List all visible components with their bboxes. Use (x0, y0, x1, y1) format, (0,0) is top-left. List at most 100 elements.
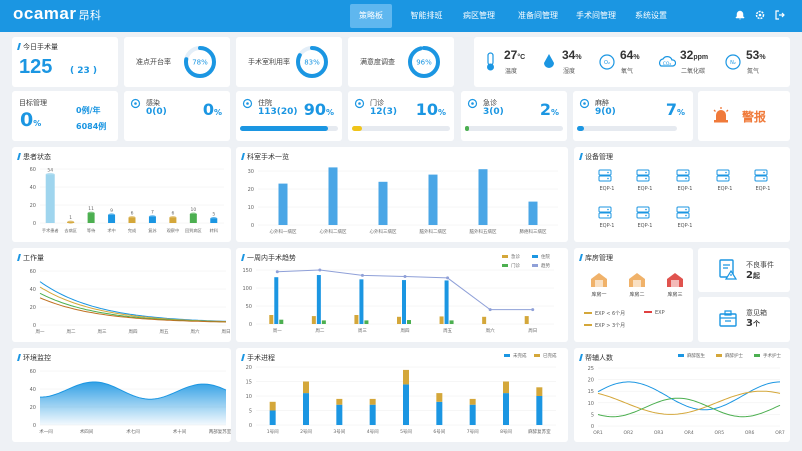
equipment-item[interactable]: EQP-1 (592, 204, 622, 234)
patient-bar-cap (87, 211, 95, 215)
dept-bar (278, 183, 288, 225)
equipment-item[interactable]: EQP-1 (630, 204, 660, 234)
workload-xlabel: 周一 (36, 329, 45, 335)
weekly-trend-title: 一周内手术趋势 (242, 253, 296, 263)
workload-xlabel: 周日 (222, 329, 231, 335)
dept-bar (328, 167, 338, 225)
stat-label: 急诊 (483, 99, 497, 107)
alarm-card[interactable]: 警报 (698, 91, 790, 141)
weekly-xlabel: 周二 (315, 328, 324, 334)
warehouse-item[interactable]: 库房一 (584, 272, 614, 302)
dept-bar (528, 201, 538, 225)
env-label: 二氧化碳 (681, 68, 706, 75)
patient-bar (169, 217, 177, 223)
ring-label: 手术室利用率 (248, 58, 290, 66)
patient-value: 7 (151, 210, 154, 216)
equipment-item[interactable]: EQP-1 (670, 167, 700, 197)
weekly-trend-point (403, 274, 407, 278)
nav-tab-0[interactable]: 策略板 (350, 4, 392, 28)
undefined-ytick: 0 (251, 223, 254, 229)
patient-xlabel: 复苏 (148, 227, 156, 234)
env-value: 64% (620, 48, 640, 62)
undefined-ytick: 40 (30, 387, 36, 393)
weekly-emergency-bar (311, 316, 316, 324)
assistant-count-title: 帮辅人数 (580, 353, 613, 363)
weekly-emergency-bar (397, 316, 401, 324)
undefined-ytick: 25 (588, 366, 594, 372)
equipment-item[interactable]: EQP-1 (630, 167, 660, 197)
equipment-item[interactable]: EQP-1 (592, 167, 622, 197)
equipment-item[interactable]: EQP-1 (710, 167, 740, 197)
incident-label: 不良事件 (746, 261, 774, 269)
feedback-card[interactable]: 意见箱 3个 (698, 297, 790, 342)
stat-sub: 9(0) (595, 107, 616, 117)
nav-tab-3[interactable]: 准备间管理 (518, 11, 558, 20)
undefined-ytick: 50 (246, 304, 252, 310)
assist-xlabel: OR6 (745, 430, 755, 436)
nav-tab-2[interactable]: 病区管理 (463, 11, 495, 20)
patient-bar-cap (169, 216, 177, 220)
undefined-ytick: 60 (30, 369, 36, 375)
weekly-outpatient-bar (321, 320, 326, 324)
incident-card[interactable]: 不良事件 2起 (698, 248, 790, 292)
progress-done-bar (303, 393, 309, 425)
nav-tab-4[interactable]: 手术间管理 (576, 11, 616, 20)
warehouse-label: 库房三 (667, 292, 683, 298)
weekly-inpatient-bar (359, 279, 364, 324)
dept-surgery-title: 科室手术一览 (242, 152, 289, 162)
patient-value: 6 (131, 211, 134, 217)
ring-card-2: 满意度调查 96% (348, 37, 454, 87)
dept-bar (478, 169, 488, 225)
equipment-item[interactable]: EQP-1 (670, 204, 700, 234)
workload-title: 工作量 (18, 253, 44, 263)
assist-line (597, 381, 781, 411)
env-value: 32ppm (680, 48, 709, 62)
env-value: 27°C (504, 48, 526, 62)
progress-done-bar (403, 384, 409, 425)
gear-icon[interactable] (754, 10, 766, 22)
bell-icon[interactable] (734, 10, 746, 22)
nav-tab-5[interactable]: 系统设置 (635, 11, 667, 20)
stat-percent: 2% (539, 100, 559, 119)
weekly-inpatient-bar (274, 277, 279, 324)
logout-icon[interactable] (774, 10, 786, 22)
weekly-emergency-bar (439, 316, 444, 324)
weekly-xlabel: 周一 (273, 328, 282, 334)
env-xlabel: 术四间 (80, 428, 94, 435)
siren-icon (713, 107, 729, 123)
assist-xlabel: OR4 (684, 430, 694, 436)
undefined-ytick: 15 (588, 389, 594, 395)
patient-status-chart: 0 20 40 60 54 手术患者 1 去病区 11 等待 9 术中 6 完成 7 复苏 6 观察中 10 回到病区… (30, 167, 224, 234)
warehouse-item[interactable]: 库房三 (660, 272, 690, 302)
stat-percent: 10% (415, 100, 446, 119)
stat-label: 麻醉 (595, 99, 609, 107)
weekly-inpatient-bar (402, 280, 406, 324)
progress-todo-bar (369, 398, 376, 405)
undefined-ytick: 0 (33, 323, 36, 329)
server-icon (676, 169, 690, 182)
surgery-progress-card: 手术进程 0 5 10 15 20 未完成 已完成 1号间 2号间 3号间 4号间 5号间 6号间 7号间… (236, 348, 568, 442)
nav-tab-1[interactable]: 智能排班 (410, 11, 443, 20)
weekly-trend-card: 一周内手术趋势 0 50 100 150 急诊 住院 门诊 趋势 周一 周二 周三 周四 周五 周六 周日 (236, 248, 568, 342)
ring-card-1: 手术室利用率 83% (236, 37, 342, 87)
progress-done-bar (503, 393, 509, 425)
undefined-ytick: 0 (33, 423, 36, 429)
patient-value: 5 (212, 212, 215, 218)
undefined-ytick: 100 (242, 286, 252, 292)
weekly-outpatient-bar (407, 320, 411, 324)
progress-xlabel: 8号间 (500, 428, 512, 435)
assist-xlabel: OR3 (654, 430, 664, 436)
undefined-ytick: 20 (588, 378, 594, 384)
progress-legend: 未完成 (513, 352, 527, 359)
workload-xlabel: 周四 (129, 329, 138, 335)
env-glyph: O₂ (604, 60, 610, 66)
stat-percent: 90% (303, 100, 334, 119)
dept-xlabel: 心外科一病区 (270, 228, 297, 235)
undefined-ytick: 10 (248, 205, 254, 211)
warehouse-item[interactable]: 库房二 (622, 272, 652, 302)
equipment-item[interactable]: EQP-1 (748, 167, 778, 197)
weekly-trend-point (531, 308, 535, 312)
storage-title: 库房管理 (580, 253, 613, 263)
virus-icon (130, 98, 141, 109)
workload-xlabel: 周六 (191, 328, 200, 335)
